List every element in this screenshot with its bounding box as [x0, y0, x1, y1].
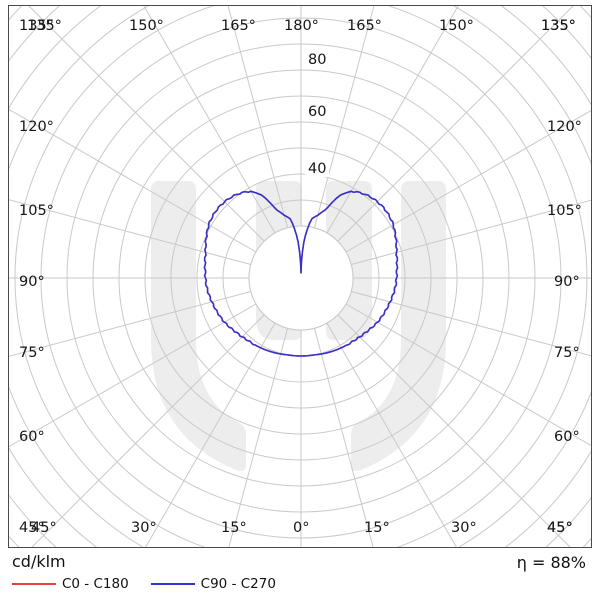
angle-label-right-2: 105° [547, 203, 582, 219]
angle-label-top-2: 165° [221, 18, 256, 34]
angular-gridlines [9, 6, 591, 547]
angle-label-top-1: 150° [129, 18, 164, 34]
legend-label-c90-c270: C90 - C270 [200, 576, 276, 592]
legend-item-c90-c270: C90 - C270 [150, 576, 276, 592]
angle-label-top-3: 180° [284, 18, 319, 34]
angle-label-left-5: 60° [19, 429, 45, 445]
unit-label: cd/klm [12, 552, 66, 571]
legend-swatch-c90-c270 [150, 583, 195, 585]
angle-label-left-2: 105° [19, 203, 54, 219]
angle-label-bottom-0: 45° [31, 520, 57, 536]
polar-grid-and-curves [9, 6, 591, 547]
angle-label-right-4: 75° [554, 345, 580, 361]
angle-label-top-4: 165° [347, 18, 382, 34]
curve-c90-c270 [203, 190, 399, 357]
legend-item-c0-c180: C0 - C180 [12, 576, 129, 592]
angle-label-bottom-2: 15° [221, 520, 247, 536]
legend-items: C0 - C180 C90 - C270 [12, 576, 276, 592]
radial-label-60: 60 [305, 104, 330, 120]
angle-label-right-0: 135° [541, 18, 576, 34]
angle-label-right-3: 90° [554, 274, 580, 290]
angle-label-bottom-3: 0° [293, 520, 310, 536]
angle-label-right-1: 120° [547, 119, 582, 135]
polar-plot-panel: 135° 150° 165° 180° 165° 150° 135° 45° 30° 15° 0° 1… [8, 5, 592, 548]
angle-label-left-0: 135° [19, 18, 54, 34]
angle-label-top-5: 150° [439, 18, 474, 34]
angle-label-left-1: 120° [19, 119, 54, 135]
angle-label-top-6: 135° [541, 18, 576, 34]
center-disc [248, 225, 354, 331]
angle-label-bottom-5: 30° [451, 520, 477, 536]
angle-label-bottom-1: 30° [131, 520, 157, 536]
angle-label-left-6: 45° [19, 520, 45, 536]
angle-label-bottom-6: 45° [547, 520, 573, 536]
legend-swatch-c0-c180 [12, 583, 56, 585]
chart-legend: cd/klm η = 88% C0 - C180 C90 - C270 [0, 548, 600, 600]
angle-label-left-4: 75° [19, 345, 45, 361]
legend-label-c0-c180: C0 - C180 [62, 576, 129, 592]
efficiency-label: η = 88% [516, 553, 586, 572]
angle-label-bottom-4: 15° [364, 520, 390, 536]
radial-label-40: 40 [305, 161, 330, 177]
angle-label-top-0: 135° [27, 18, 62, 34]
angle-label-left-3: 90° [19, 274, 45, 290]
radial-label-80: 80 [305, 52, 330, 68]
angle-label-right-6: 45° [547, 520, 573, 536]
angle-label-right-5: 60° [554, 429, 580, 445]
